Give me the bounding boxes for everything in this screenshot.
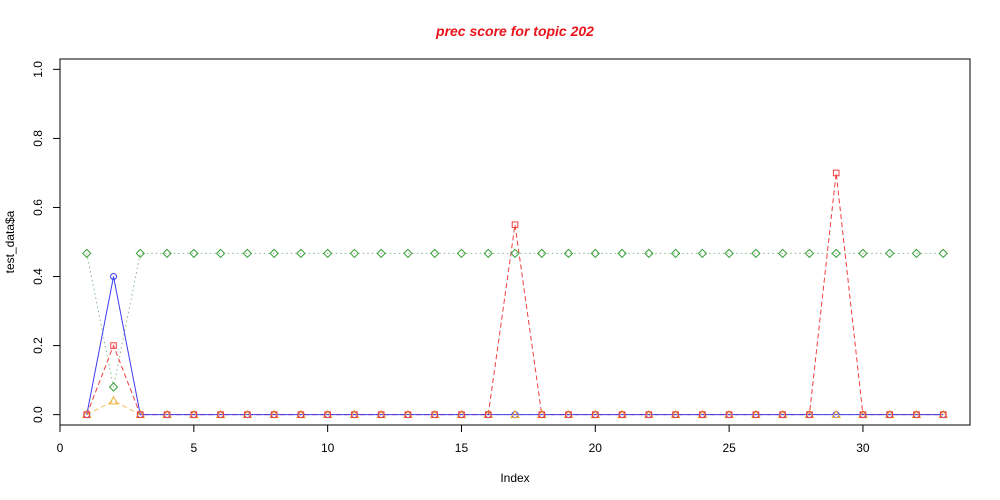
y-axis: 0.0 0.2 0.4 0.6 0.8 1.0 [31, 61, 61, 423]
point-diamond [242, 248, 253, 259]
series-layer [81, 169, 949, 419]
point-square [645, 411, 653, 418]
point-diamond [429, 248, 440, 259]
point-square [297, 411, 305, 418]
point-diamond [162, 248, 172, 259]
point-square [83, 411, 91, 418]
x-tick-label: 25 [722, 441, 736, 455]
point-diamond [724, 248, 734, 259]
point-square [618, 411, 626, 418]
point-diamond [563, 248, 574, 259]
point-diamond [510, 248, 520, 259]
point-diamond [644, 248, 654, 259]
point-square [939, 411, 947, 418]
point-diamond [590, 248, 601, 259]
point-diamond [349, 248, 360, 259]
point-diamond [322, 248, 333, 259]
point-square [351, 411, 358, 418]
point-square [752, 411, 760, 418]
point-triangle [831, 409, 842, 419]
y-tick-label: 1.0 [31, 61, 45, 78]
point-square [806, 411, 813, 418]
y-tick-label: 0.6 [31, 199, 45, 216]
series-line-square [86, 172, 944, 416]
point-square [538, 411, 546, 418]
point-square [190, 411, 198, 418]
point-square [565, 411, 572, 418]
series-line-diamond [86, 252, 944, 388]
point-square [431, 411, 439, 418]
point-square [672, 411, 679, 418]
point-square [913, 411, 920, 418]
plot-frame [59, 58, 971, 426]
x-tick-label: 0 [57, 441, 64, 455]
point-diamond [697, 248, 708, 259]
point-square [699, 411, 706, 418]
point-diamond [108, 382, 119, 392]
point-square [511, 221, 519, 229]
point-diamond [135, 248, 146, 259]
y-tick-label: 0.0 [31, 406, 45, 423]
series-line-triangle [86, 400, 944, 416]
point-diamond [403, 248, 413, 259]
point-square [377, 411, 385, 418]
point-diamond [911, 248, 922, 259]
x-tick-label: 10 [321, 441, 335, 455]
point-diamond [82, 248, 92, 259]
point-diamond [456, 248, 467, 259]
point-diamond [296, 248, 306, 259]
point-square [163, 411, 171, 418]
point-square [859, 411, 867, 418]
y-axis-label: test_data$a [3, 210, 17, 273]
point-diamond [751, 248, 761, 259]
x-tick-label: 20 [589, 441, 603, 455]
point-square [110, 342, 117, 349]
point-diamond [189, 248, 199, 259]
x-tick-label: 5 [190, 441, 197, 455]
point-triangle [510, 409, 520, 419]
point-diamond [483, 248, 493, 259]
point-diamond [537, 248, 547, 259]
point-triangle [108, 395, 119, 405]
chart-title: prec score for topic 202 [435, 23, 594, 39]
point-square [886, 411, 894, 418]
point-circle [110, 273, 118, 281]
point-diamond [804, 248, 815, 259]
point-square [217, 411, 224, 418]
x-axis: 0 5 10 15 20 25 30 [57, 424, 870, 455]
point-diamond [269, 248, 279, 259]
point-square [324, 411, 331, 418]
y-tick-label: 0.2 [31, 337, 45, 354]
point-diamond [777, 248, 788, 259]
point-square [591, 411, 599, 418]
point-square [832, 169, 840, 177]
point-diamond [617, 248, 627, 259]
y-tick-label: 0.4 [31, 268, 45, 285]
y-tick-label: 0.8 [31, 130, 45, 147]
x-tick-label: 15 [455, 441, 469, 455]
point-square [404, 411, 412, 418]
point-diamond [858, 248, 868, 259]
point-diamond [376, 248, 386, 259]
point-diamond [670, 248, 681, 259]
point-square [484, 411, 492, 418]
point-square [779, 411, 786, 418]
point-diamond [938, 248, 948, 259]
point-square [725, 411, 733, 418]
point-diamond [884, 248, 895, 259]
point-square [244, 411, 251, 418]
point-square [458, 411, 465, 418]
point-square [270, 411, 278, 418]
x-axis-label: Index [500, 471, 529, 485]
series-line-circle [86, 276, 944, 416]
point-diamond [215, 248, 226, 259]
point-diamond [831, 248, 841, 259]
point-square [136, 411, 144, 418]
x-tick-label: 30 [856, 441, 870, 455]
